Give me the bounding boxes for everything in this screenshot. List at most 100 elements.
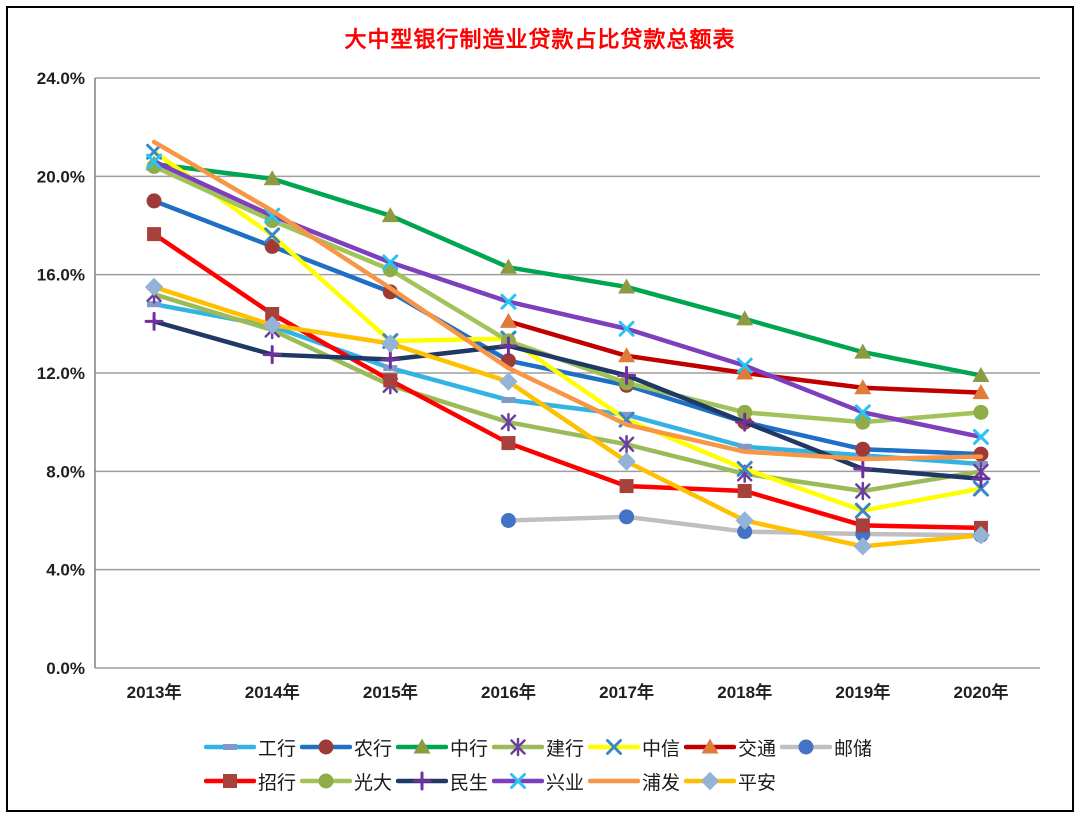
series-line-spdb (151, 139, 984, 462)
legend-label-bocom: 交通 (738, 738, 777, 760)
legend-label-abc: 农行 (353, 738, 392, 760)
series-line-ceb (151, 164, 984, 425)
legend-item-icbc: 工行 (203, 734, 296, 761)
legend-item-abc: 农行 (299, 734, 392, 761)
x-axis-tick: 2019年 (835, 682, 890, 702)
legend-label-cmbc: 民生 (449, 772, 488, 794)
series-marker-cmbc (380, 349, 400, 369)
chart-title: 大中型银行制造业贷款占比贷款总额表 (344, 27, 736, 52)
series-line-boc (151, 161, 984, 378)
y-axis-tick: 24.0% (37, 69, 85, 88)
legend-swatch-citic (588, 739, 640, 755)
series-marker-pab (617, 452, 636, 471)
series-marker (412, 771, 432, 791)
series-marker-boc (263, 170, 281, 186)
series-marker-cmb (147, 227, 162, 242)
series-marker-bocom (854, 379, 872, 395)
legend-item-cib: 兴业 (491, 768, 584, 795)
legend-swatch-abc (299, 739, 352, 755)
series-marker (222, 774, 237, 788)
series-marker-ccb (618, 435, 635, 454)
series-marker-bocom (499, 312, 517, 328)
series-marker-icbc (147, 301, 162, 308)
legend-item-ccb: 建行 (491, 734, 584, 761)
series-marker-cib (146, 153, 163, 170)
legend-label-spdb: 浦发 (642, 772, 681, 794)
y-axis-tick: 0.0% (46, 659, 85, 678)
legend-label-cmb: 招行 (257, 772, 296, 794)
series-line-icbc (151, 301, 984, 467)
series-marker (413, 738, 431, 754)
x-axis-tick: 2015年 (363, 682, 418, 702)
legend-item-pab: 平安 (684, 768, 776, 795)
series-marker-icbc (737, 443, 752, 450)
y-axis-tick: 16.0% (37, 266, 85, 285)
series-marker-boc (854, 343, 872, 359)
legend-row-2: 招行 光大 民生 兴业 浦发 平安 (203, 764, 780, 798)
series-marker-abc (146, 193, 162, 209)
legend-swatch-pab (684, 771, 737, 791)
x-axis-tick: 2016年 (481, 682, 536, 702)
series-marker-citic (264, 227, 281, 244)
series-marker-pab (735, 511, 754, 530)
series-marker-ceb (737, 404, 753, 420)
series-marker-ceb (973, 404, 989, 420)
series-marker (318, 739, 334, 755)
series-marker-psbc (737, 524, 753, 540)
series-marker-cmb (383, 373, 398, 388)
legend-swatch-ccb (491, 737, 544, 757)
series-marker-ccb (855, 481, 871, 501)
legend-swatch-icbc (203, 744, 256, 750)
series-marker-cib (736, 357, 753, 374)
legend-label-icbc: 工行 (257, 738, 296, 760)
legend-item-ceb: 光大 (299, 768, 392, 795)
legend-item-spdb: 浦发 (588, 768, 680, 795)
series-marker-abc (264, 238, 280, 254)
series-bocom (499, 312, 990, 400)
legend-item-bocom: 交通 (684, 734, 776, 761)
legend-item-cmbc: 民生 (395, 768, 488, 795)
legend-label-boc: 中行 (449, 738, 488, 760)
legend-item-boc: 中行 (395, 734, 488, 761)
legend-label-ccb: 建行 (545, 738, 584, 760)
y-axis-tick: 8.0% (46, 462, 85, 481)
series-marker-cmbc (853, 459, 873, 479)
series-marker (509, 773, 526, 789)
series-marker-ceb (855, 414, 871, 430)
series-marker-pab (853, 537, 873, 556)
series-marker-citic (972, 480, 989, 497)
series-marker-pab (262, 315, 282, 335)
legend-item-citic: 中信 (588, 734, 680, 761)
x-axis-tick: 2018年 (717, 682, 772, 702)
legend-label-cib: 兴业 (545, 772, 584, 794)
series-cib (146, 153, 989, 445)
series-marker-pab (971, 526, 991, 545)
legend-swatch-cmbc (395, 771, 448, 791)
series-marker-ccb (500, 412, 517, 432)
series-line-cmb (151, 231, 984, 531)
series-marker (606, 739, 622, 755)
series-line-ccb (151, 292, 984, 494)
series-marker (510, 737, 526, 757)
y-axis-tick: 20.0% (37, 167, 85, 186)
series-marker-icbc (619, 411, 634, 418)
legend-item-cmb: 招行 (203, 768, 296, 795)
legend-label-citic: 中信 (642, 738, 681, 760)
legend-item-psbc: 邮储 (780, 734, 872, 761)
chart-legend: 工行 农行 中行 建行 中信 交通 邮储招行 光大 民生 兴业 浦发 平安 (0, 730, 1080, 798)
series-marker-cib (618, 320, 635, 337)
series-marker-cib (500, 293, 517, 310)
legend-swatch-bocom (684, 738, 737, 754)
legend-swatch-ceb (299, 773, 352, 789)
legend-row-1: 工行 农行 中行 建行 中信 交通 邮储 (203, 730, 876, 764)
series-marker-cmb (265, 307, 280, 321)
series-marker-pab (499, 372, 518, 391)
series-marker-pab (144, 277, 164, 297)
series-marker-cmbc (262, 345, 282, 365)
legend-swatch-spdb (588, 778, 640, 784)
legend-swatch-cib (491, 773, 544, 789)
series-pab (144, 277, 991, 556)
series-marker-cmb (855, 518, 870, 533)
